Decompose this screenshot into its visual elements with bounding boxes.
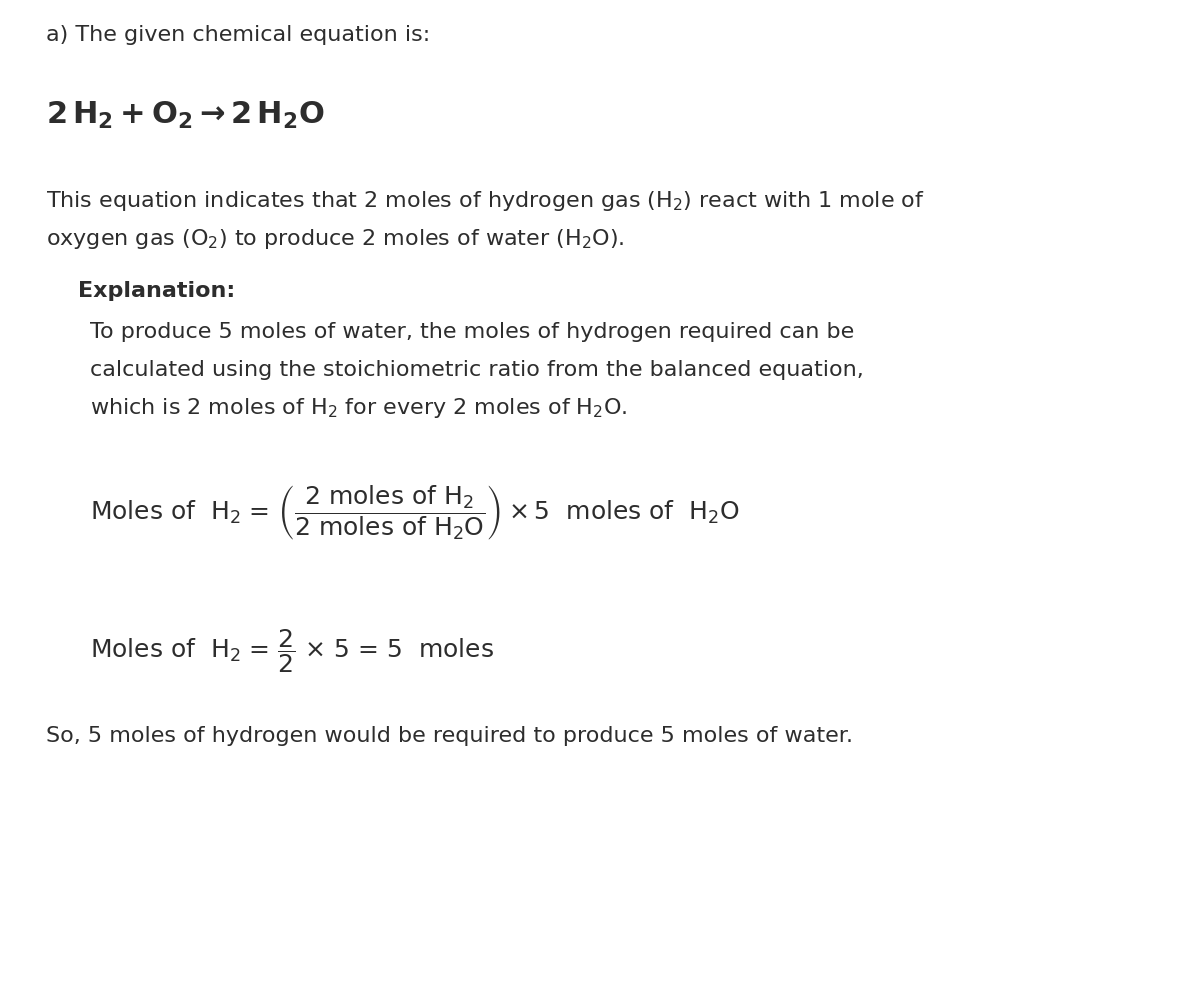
Text: To produce 5 moles of water, the moles of hydrogen required can be: To produce 5 moles of water, the moles o… (90, 322, 854, 342)
Text: Moles of  $\mathrm{H_2}$ = $\dfrac{2}{2}$ $\times$ 5 = 5  moles: Moles of $\mathrm{H_2}$ = $\dfrac{2}{2}$… (90, 627, 494, 675)
Text: This equation indicates that 2 moles of hydrogen gas ($\mathrm{H_2}$) react with: This equation indicates that 2 moles of … (46, 189, 924, 213)
Text: oxygen gas ($\mathrm{O_2}$) to produce 2 moles of water ($\mathrm{H_2O}$).: oxygen gas ($\mathrm{O_2}$) to produce 2… (46, 227, 624, 251)
Text: Moles of  $\mathrm{H_2}$ = $\left(\dfrac{\text{2 moles of }\mathrm{H_2}}{\text{2: Moles of $\mathrm{H_2}$ = $\left(\dfrac{… (90, 483, 739, 542)
Text: a) The given chemical equation is:: a) The given chemical equation is: (46, 25, 430, 45)
Text: Explanation:: Explanation: (78, 281, 235, 302)
Text: $\mathbf{2\,H_2 + O_2 \rightarrow 2\,H_2O}$: $\mathbf{2\,H_2 + O_2 \rightarrow 2\,H_2… (46, 100, 324, 131)
Text: which is 2 moles of $\mathrm{H_2}$ for every 2 moles of $\mathrm{H_2O}$.: which is 2 moles of $\mathrm{H_2}$ for e… (90, 396, 628, 420)
Text: calculated using the stoichiometric ratio from the balanced equation,: calculated using the stoichiometric rati… (90, 360, 864, 380)
Text: So, 5 moles of hydrogen would be required to produce 5 moles of water.: So, 5 moles of hydrogen would be require… (46, 726, 852, 746)
